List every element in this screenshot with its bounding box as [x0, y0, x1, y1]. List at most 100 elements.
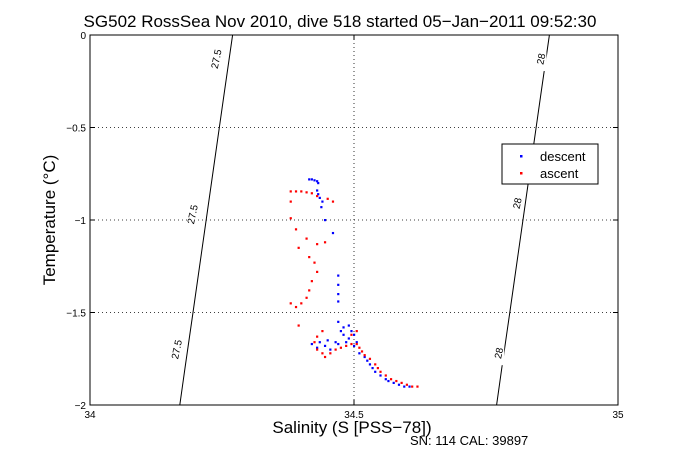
descent-point [358, 352, 361, 355]
y-tick-label: −1 [75, 216, 87, 227]
descent-point [337, 293, 340, 296]
data-points [289, 178, 419, 388]
descent-point [342, 326, 345, 329]
descent-point [316, 346, 319, 349]
ascent-point [294, 305, 298, 309]
descent-point [371, 367, 374, 370]
descent-point [308, 178, 311, 181]
ascent-point [308, 289, 311, 292]
x-tick-label: 34 [84, 410, 96, 421]
ascent-point [358, 346, 361, 349]
descent-point [310, 342, 313, 346]
x-axis-label: Salinity (S [PSS−78]) [272, 418, 431, 437]
ascent-point [374, 363, 377, 366]
descent-point [355, 341, 358, 344]
y-tick-label: −0.5 [66, 124, 86, 135]
footer-serial: SN: 114 CAL: 39897 [410, 433, 528, 448]
descent-point [342, 333, 345, 336]
ascent-point [313, 341, 316, 344]
axes: 34 34.5 35 0 −0.5 −1 −1.5 −2 [66, 31, 624, 421]
descent-point [397, 383, 401, 386]
ascent-point [316, 335, 319, 338]
ascent-point [313, 261, 316, 264]
legend-label-descent: descent [540, 149, 586, 164]
ascent-point [323, 241, 327, 244]
ascent-point [368, 357, 372, 360]
ascent-point [400, 381, 403, 384]
descent-point [331, 231, 335, 235]
contour-label: 27.5 [170, 339, 185, 361]
ascent-point [300, 302, 303, 305]
ascent-point [323, 355, 327, 359]
descent-point [403, 385, 406, 388]
descent-point [329, 348, 332, 351]
descent-point [347, 324, 350, 327]
descent-point [317, 193, 320, 196]
ascent-point [411, 385, 414, 388]
ascent-point [363, 354, 366, 357]
contour-label-bg [536, 47, 547, 72]
descent-point [337, 274, 340, 277]
ascent-point [331, 200, 335, 203]
descent-point [310, 178, 313, 181]
ascent-point [316, 194, 319, 198]
contour-label-bg [172, 337, 183, 362]
descent-point [387, 379, 390, 383]
ascent-point [350, 342, 353, 346]
ascent-point [384, 374, 387, 377]
ascent-point [308, 256, 311, 259]
contours: 27.5 27.5 27.5 28 28 28 [170, 34, 550, 406]
descent-point [337, 342, 340, 346]
descent-point [316, 180, 319, 183]
ascent-point [289, 302, 292, 305]
descent-point [321, 200, 324, 203]
x-tick-label: 35 [612, 410, 624, 421]
ascent-point [321, 352, 324, 355]
chart-title: SG502 RossSea Nov 2010, dive 518 started… [84, 12, 597, 31]
descent-point [337, 283, 340, 286]
density-contour-line [179, 34, 234, 406]
descent-point [323, 344, 327, 347]
ascent-point [321, 330, 324, 333]
ascent-point [379, 370, 382, 373]
y-tick-label: −1.5 [66, 309, 86, 320]
ascent-point [297, 246, 300, 249]
contour-label-bg [512, 191, 523, 216]
ascent-point [310, 192, 313, 195]
descent-point [339, 330, 342, 333]
descent-point [345, 341, 348, 344]
ascent-point [305, 237, 308, 240]
descent-point [366, 359, 369, 362]
descent-point [320, 206, 323, 209]
ascent-point [289, 200, 292, 203]
descent-point [384, 378, 387, 381]
contour-label: 27.5 [210, 48, 225, 70]
ascent-point [305, 191, 308, 194]
descent-point [408, 385, 411, 388]
grid [90, 35, 618, 405]
ascent-point [305, 296, 308, 299]
ascent-point [297, 324, 300, 327]
ascent-point [345, 344, 348, 347]
ascent-point [376, 367, 379, 370]
ascent-point [294, 190, 298, 193]
descent-point [316, 189, 319, 192]
ascent-point [334, 348, 337, 351]
x-tick-label: 34.5 [344, 410, 364, 421]
ascent-point [289, 217, 292, 220]
contour-label: 27.5 [186, 203, 201, 225]
descent-point [392, 381, 395, 384]
ascent-point [395, 379, 398, 383]
ascent-point [326, 197, 329, 200]
descent-point [326, 339, 329, 342]
ascent-point [316, 243, 319, 246]
ascent-point [310, 280, 313, 283]
legend-box [501, 143, 599, 185]
ascent-point [300, 190, 303, 193]
descent-point [350, 330, 353, 333]
ascent-point [339, 346, 342, 349]
ascent-point [289, 190, 292, 193]
descent-point [317, 182, 320, 185]
descent-point [334, 341, 337, 344]
